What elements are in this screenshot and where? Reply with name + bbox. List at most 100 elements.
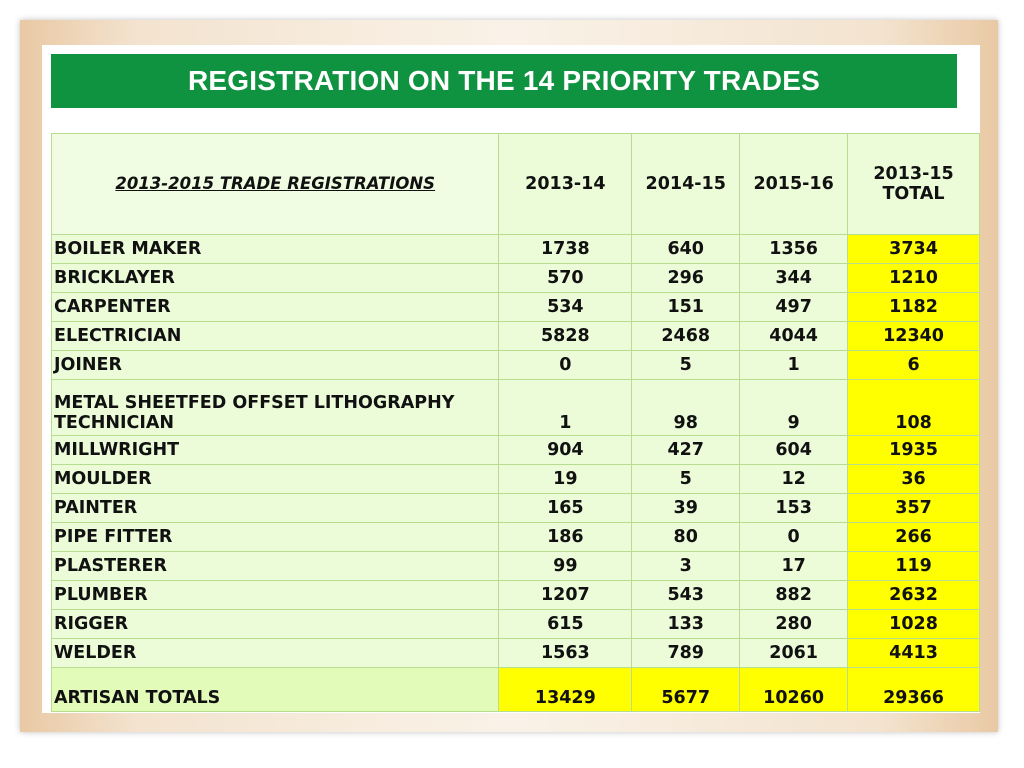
value-total: 357 [847, 493, 980, 523]
trade-name: MILLWRIGHT [50, 435, 500, 465]
value-total: 3734 [847, 234, 980, 264]
header-total-line2: TOTAL [882, 184, 945, 204]
value-2015-16: 882 [739, 580, 849, 610]
value-2015-16: 4044 [739, 321, 849, 351]
value-2014-15: 39 [631, 493, 741, 523]
trade-name: PLASTERER [50, 551, 500, 581]
value-2015-16: 9 [739, 379, 849, 436]
value-2013-14: 186 [498, 522, 633, 552]
value-2013-14: 570 [498, 263, 633, 293]
table-row: PAINTER 165 39 153 357 [50, 493, 980, 523]
header-total: 2013-15 TOTAL [847, 133, 980, 235]
value-total: 1182 [847, 292, 980, 322]
value-2014-15: 80 [631, 522, 741, 552]
trade-registrations-table: 2013-2015 TRADE REGISTRATIONS 2013-14 20… [50, 133, 980, 712]
value-total: 1210 [847, 263, 980, 293]
value-total: 6 [847, 350, 980, 380]
value-2015-16: 1 [739, 350, 849, 380]
value-2013-14: 534 [498, 292, 633, 322]
table-row: MOULDER 19 5 12 36 [50, 464, 980, 494]
value-total: 108 [847, 379, 980, 436]
trade-name-line1: METAL SHEETFED OFFSET LITHOGRAPHY [54, 392, 455, 413]
value-2014-15: 133 [631, 609, 741, 639]
table-row: PLASTERER 99 3 17 119 [50, 551, 980, 581]
value-2015-16: 1356 [739, 234, 849, 264]
value-2013-14: 615 [498, 609, 633, 639]
table-row: PLUMBER 1207 543 882 2632 [50, 580, 980, 610]
value-2014-15: 789 [631, 638, 741, 668]
table-header-row: 2013-2015 TRADE REGISTRATIONS 2013-14 20… [50, 133, 980, 235]
totals-2015-16: 10260 [739, 667, 849, 712]
trade-name: RIGGER [50, 609, 500, 639]
header-2013-14: 2013-14 [498, 133, 633, 235]
value-2013-14: 904 [498, 435, 633, 465]
value-2015-16: 17 [739, 551, 849, 581]
value-2014-15: 5 [631, 464, 741, 494]
value-total: 119 [847, 551, 980, 581]
trade-name: PLUMBER [50, 580, 500, 610]
totals-2014-15: 5677 [631, 667, 741, 712]
header-2014-15: 2014-15 [631, 133, 741, 235]
table-row: JOINER 0 5 1 6 [50, 350, 980, 380]
header-trade-registrations: 2013-2015 TRADE REGISTRATIONS [50, 133, 500, 235]
trade-name-line2: TECHNICIAN [54, 412, 175, 433]
trade-name: PIPE FITTER [50, 522, 500, 552]
header-total-line1: 2013-15 [873, 163, 954, 184]
trade-name: ELECTRICIAN [50, 321, 500, 351]
value-2014-15: 5 [631, 350, 741, 380]
table-row: METAL SHEETFED OFFSET LITHOGRAPHY TECHNI… [50, 379, 980, 436]
table-row: MILLWRIGHT 904 427 604 1935 [50, 435, 980, 465]
value-2013-14: 165 [498, 493, 633, 523]
table-row: WELDER 1563 789 2061 4413 [50, 638, 980, 668]
trade-name: METAL SHEETFED OFFSET LITHOGRAPHY TECHNI… [50, 379, 500, 436]
value-2014-15: 543 [631, 580, 741, 610]
table-row: BOILER MAKER 1738 640 1356 3734 [50, 234, 980, 264]
value-2014-15: 296 [631, 263, 741, 293]
value-2015-16: 2061 [739, 638, 849, 668]
value-2013-14: 1738 [498, 234, 633, 264]
value-2013-14: 1 [498, 379, 633, 436]
value-2014-15: 98 [631, 379, 741, 436]
table-row: ELECTRICIAN 5828 2468 4044 12340 [50, 321, 980, 351]
value-2014-15: 427 [631, 435, 741, 465]
trade-name: PAINTER [50, 493, 500, 523]
header-2015-16: 2015-16 [739, 133, 849, 235]
trade-name: CARPENTER [50, 292, 500, 322]
value-2015-16: 280 [739, 609, 849, 639]
value-2015-16: 0 [739, 522, 849, 552]
table-row: CARPENTER 534 151 497 1182 [50, 292, 980, 322]
value-total: 12340 [847, 321, 980, 351]
trade-name: JOINER [50, 350, 500, 380]
totals-label: ARTISAN TOTALS [50, 667, 500, 712]
table-row: BRICKLAYER 570 296 344 1210 [50, 263, 980, 293]
value-2014-15: 2468 [631, 321, 741, 351]
table-row: RIGGER 615 133 280 1028 [50, 609, 980, 639]
totals-grand-total: 29366 [847, 667, 980, 712]
value-total: 1935 [847, 435, 980, 465]
trade-name: WELDER [50, 638, 500, 668]
page-title: REGISTRATION ON THE 14 PRIORITY TRADES [188, 65, 820, 96]
value-2014-15: 3 [631, 551, 741, 581]
trade-name: BRICKLAYER [50, 263, 500, 293]
value-2013-14: 5828 [498, 321, 633, 351]
value-total: 1028 [847, 609, 980, 639]
value-2013-14: 0 [498, 350, 633, 380]
value-2014-15: 640 [631, 234, 741, 264]
value-2015-16: 497 [739, 292, 849, 322]
value-total: 266 [847, 522, 980, 552]
artisan-totals-row: ARTISAN TOTALS 13429 5677 10260 29366 [50, 667, 980, 712]
table-row: PIPE FITTER 186 80 0 266 [50, 522, 980, 552]
title-banner: REGISTRATION ON THE 14 PRIORITY TRADES [51, 54, 957, 108]
value-2015-16: 604 [739, 435, 849, 465]
value-2013-14: 19 [498, 464, 633, 494]
value-2015-16: 12 [739, 464, 849, 494]
value-2013-14: 1563 [498, 638, 633, 668]
value-2014-15: 151 [631, 292, 741, 322]
totals-2013-14: 13429 [498, 667, 633, 712]
value-2013-14: 99 [498, 551, 633, 581]
value-total: 4413 [847, 638, 980, 668]
trade-name: BOILER MAKER [50, 234, 500, 264]
value-2013-14: 1207 [498, 580, 633, 610]
trade-name: MOULDER [50, 464, 500, 494]
value-2015-16: 153 [739, 493, 849, 523]
